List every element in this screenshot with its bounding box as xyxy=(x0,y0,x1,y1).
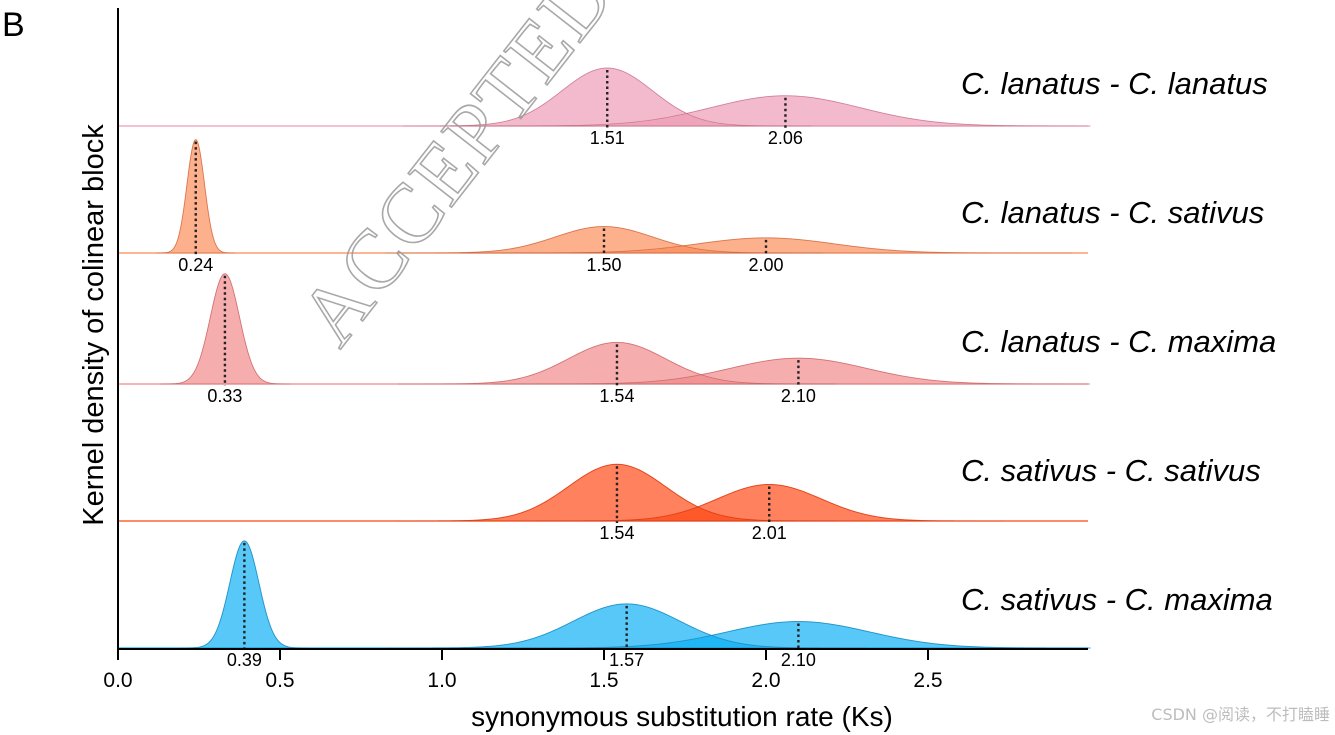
peak-label: 1.54 xyxy=(599,523,634,543)
peak-label: 2.10 xyxy=(781,650,816,670)
x-tick-label: 1.0 xyxy=(427,669,456,692)
series-label: C. sativus - C. maxima xyxy=(961,582,1273,617)
ridge-5: 0.39 1.57 2.10 C. sativus - C. maxima xyxy=(118,540,1273,670)
peak-label: 0.39 xyxy=(227,650,262,670)
watermark-text: ACCEPTED M xyxy=(282,0,694,362)
x-tick-label: 2.0 xyxy=(751,669,780,692)
peak-label: 2.01 xyxy=(752,523,787,543)
density-outline xyxy=(398,342,836,385)
x-tick-label: 0.0 xyxy=(103,669,132,692)
series-label: C. sativus - C. sativus xyxy=(961,453,1261,488)
peak-label: 0.24 xyxy=(178,255,213,275)
density-peak-1.51 xyxy=(403,67,812,127)
density-outline xyxy=(385,226,823,254)
series-label: C. lanatus - C. sativus xyxy=(961,195,1264,230)
density-outline xyxy=(386,603,868,649)
ridge-1: 1.51 2.06 C. lanatus - C. lanatus xyxy=(118,66,1268,148)
density-outline xyxy=(535,484,1003,522)
series-label: C. lanatus - C. maxima xyxy=(961,324,1276,359)
density-outline xyxy=(477,621,1091,649)
ridge-4: 1.54 2.01 C. sativus - C. sativus xyxy=(118,453,1261,543)
peak-label: 1.57 xyxy=(609,650,644,670)
density-outline xyxy=(459,237,1073,254)
density-outline xyxy=(178,540,310,649)
density-outline xyxy=(492,357,1090,385)
x-tick-label: 0.5 xyxy=(265,669,294,692)
peak-label: 1.51 xyxy=(590,128,625,148)
peak-label: 2.00 xyxy=(748,255,783,275)
credit-text: CSDN @阅读，不打瞌睡 xyxy=(1151,705,1330,724)
peak-label: 0.33 xyxy=(207,386,242,406)
x-ticks-group: 0.0 0.5 1.0 1.5 2.0 2.5 xyxy=(103,649,943,692)
series-label: C. lanatus - C. lanatus xyxy=(961,66,1268,101)
density-peak-0.24 xyxy=(156,139,236,254)
peak-label: 2.06 xyxy=(768,128,803,148)
x-tick-label: 2.5 xyxy=(913,669,942,692)
density-peak-1.57 xyxy=(386,603,868,649)
density-peak-1.54 xyxy=(398,463,836,522)
ridge-3: 0.33 1.54 2.10 C. lanatus - C. maxima xyxy=(118,273,1276,406)
density-peak-0.33 xyxy=(159,273,291,385)
density-outline xyxy=(159,273,291,385)
density-outline xyxy=(450,95,1091,127)
density-outline xyxy=(403,67,812,127)
ridge-2: 0.24 1.50 2.00 C. lanatus - C. sativus xyxy=(118,139,1264,275)
density-outline xyxy=(398,463,836,522)
density-outline xyxy=(156,139,236,254)
peak-label: 1.54 xyxy=(599,386,634,406)
peak-label: 1.50 xyxy=(586,255,621,275)
x-axis-label: synonymous substitution rate (Ks) xyxy=(471,701,893,732)
peak-label: 2.10 xyxy=(781,386,816,406)
y-axis-label: Kernel density of colinear block xyxy=(78,124,110,526)
watermark: ACCEPTED M xyxy=(281,0,694,362)
axes-group: 0.0 0.5 1.0 1.5 2.0 2.5 xyxy=(103,8,1088,692)
ridges-group: 1.51 2.06 C. lanatus - C. lanatus 0.24 1.50 2… xyxy=(118,66,1276,670)
x-tick-label: 1.5 xyxy=(589,669,618,692)
panel-letter: B xyxy=(2,6,25,44)
